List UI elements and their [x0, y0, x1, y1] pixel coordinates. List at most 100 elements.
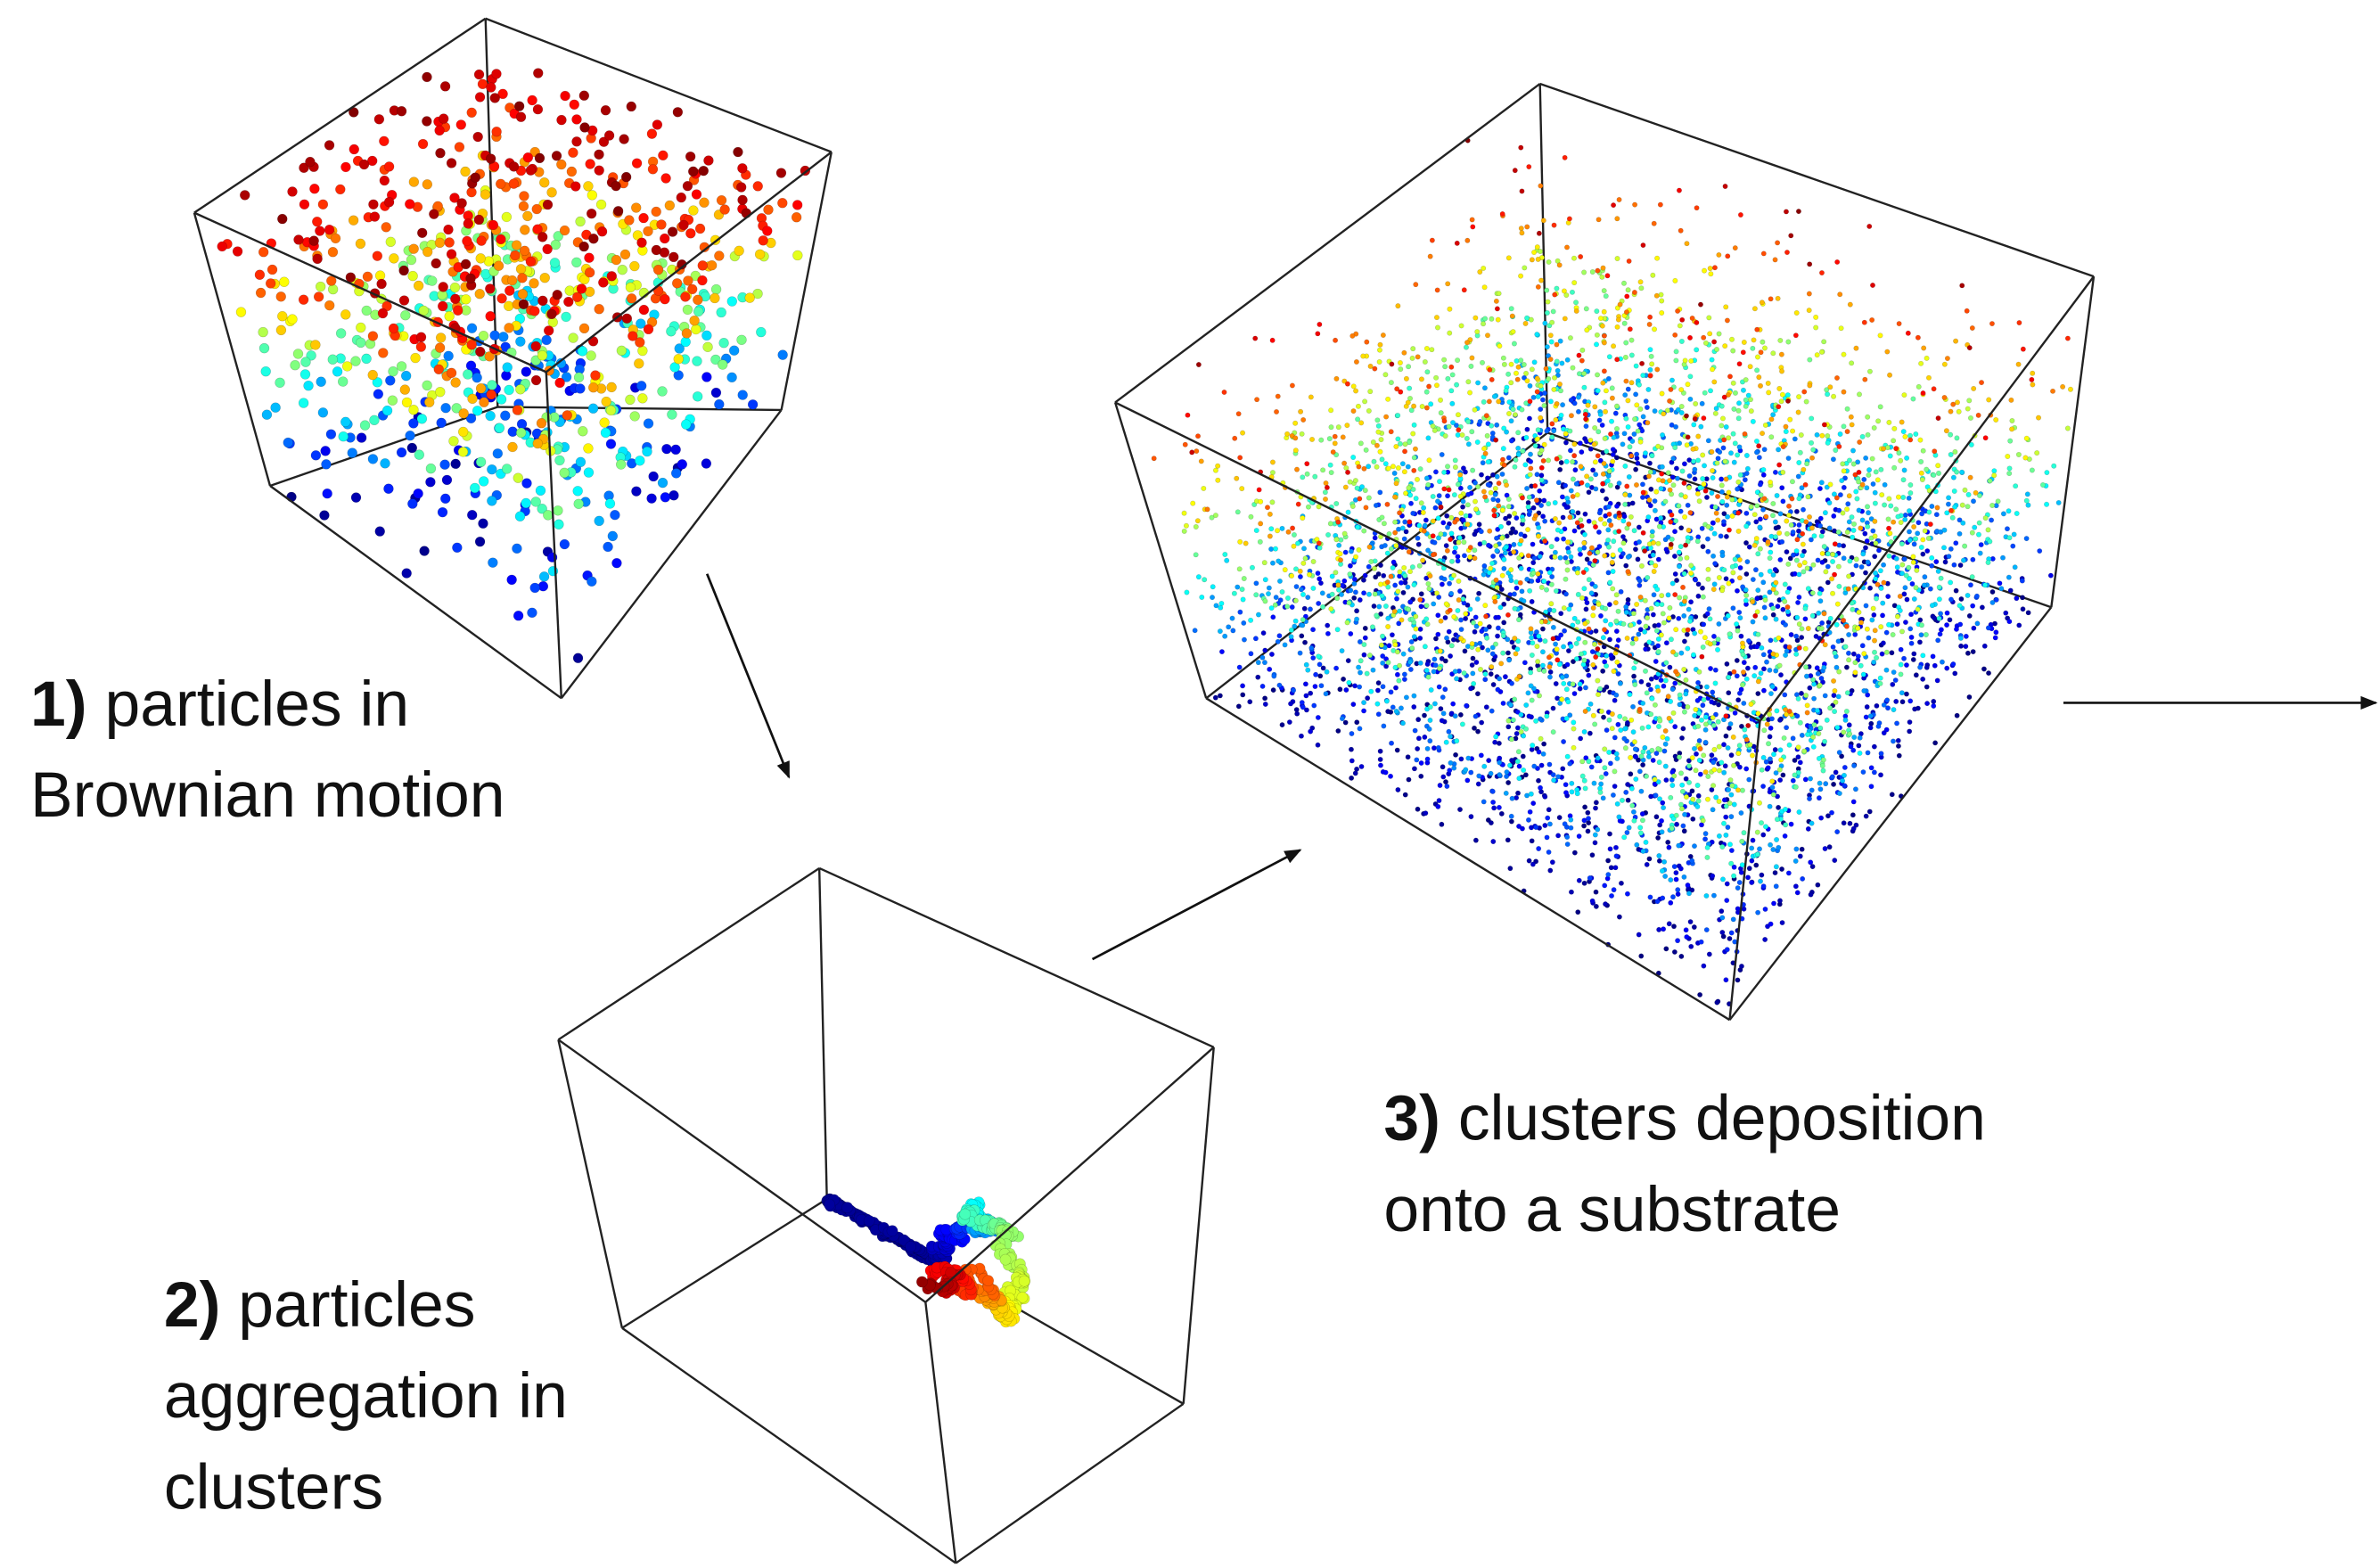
particle [1880, 601, 1884, 605]
particle [1464, 345, 1468, 349]
particle [1639, 954, 1644, 958]
particle [1283, 643, 1287, 647]
particle [1595, 308, 1599, 313]
particle [1538, 717, 1542, 721]
particle [1922, 583, 1926, 587]
particle [1764, 660, 1768, 664]
particle [1860, 434, 1865, 439]
particle [1513, 606, 1517, 611]
particle [1557, 661, 1562, 666]
particle [1262, 660, 1267, 664]
particle [1344, 687, 1349, 692]
particle [1579, 449, 1584, 454]
particle [389, 324, 398, 333]
particle [1436, 804, 1440, 809]
particle [649, 472, 659, 481]
particle [1412, 704, 1416, 709]
particle [1690, 858, 1694, 863]
particle [422, 247, 432, 257]
particle [1523, 702, 1528, 707]
particle [1808, 860, 1812, 865]
particle [487, 496, 496, 505]
particle [1693, 477, 1697, 481]
particle [1421, 505, 1425, 510]
particle [381, 458, 390, 468]
particle [1842, 765, 1847, 769]
particle [1843, 718, 1848, 722]
particle [1565, 357, 1570, 362]
particle [1729, 931, 1734, 935]
particle [1601, 796, 1605, 800]
particle [1679, 651, 1684, 655]
particle [1582, 532, 1587, 537]
particle [1888, 454, 1892, 458]
particle [1535, 472, 1539, 477]
particle [1670, 894, 1675, 899]
particle [1894, 721, 1899, 726]
particle [1655, 587, 1660, 591]
particle [1596, 530, 1601, 534]
particle [1516, 824, 1521, 828]
particle [1952, 488, 1957, 493]
particle [351, 493, 361, 503]
particle [1716, 702, 1720, 707]
particle [2024, 536, 2029, 540]
particle [1440, 656, 1444, 661]
particle [1719, 404, 1724, 408]
particle [1816, 611, 1820, 615]
particle [1915, 531, 1919, 536]
particle [560, 226, 570, 235]
particle [1770, 785, 1775, 790]
particle [1800, 733, 1804, 737]
particle [1456, 554, 1460, 559]
particle [1726, 787, 1730, 792]
particle [1710, 490, 1714, 495]
particle [621, 172, 631, 182]
particle [1453, 458, 1457, 463]
particle [1442, 577, 1447, 581]
particle [1349, 776, 1353, 780]
particle [1530, 800, 1535, 805]
particle [1587, 673, 1591, 677]
particle [1890, 651, 1894, 655]
particle [1523, 727, 1528, 731]
particle [1659, 486, 1663, 490]
particle [1288, 702, 1292, 706]
particle [1452, 550, 1456, 554]
particle [1582, 805, 1587, 809]
particle [537, 296, 547, 306]
particle [380, 176, 390, 185]
particle [1336, 728, 1341, 733]
particle [982, 1275, 993, 1285]
particle [1678, 866, 1683, 871]
particle [1873, 577, 1877, 581]
particle [1667, 922, 1671, 926]
particle [513, 473, 523, 483]
particle [1483, 671, 1488, 676]
particle [255, 270, 265, 280]
particle [1613, 845, 1618, 850]
particle [1671, 924, 1676, 928]
particle [1630, 439, 1635, 443]
particle [1604, 497, 1608, 501]
particle [1773, 747, 1777, 751]
particle [1507, 763, 1512, 768]
particle [468, 394, 478, 404]
particle [1458, 618, 1463, 622]
particle [1964, 634, 1968, 638]
particle [1836, 694, 1841, 699]
particle [1454, 382, 1458, 387]
particle [1571, 720, 1576, 725]
particle [2004, 611, 2008, 615]
particle [576, 217, 586, 226]
particle [323, 488, 332, 498]
particle [1817, 591, 1822, 595]
particle [1733, 557, 1737, 562]
particle [598, 277, 608, 287]
particle [1785, 392, 1790, 397]
particle [1577, 833, 1581, 838]
particle [562, 410, 572, 420]
particle [1825, 391, 1829, 396]
particle [1914, 673, 1918, 677]
particle [1313, 672, 1317, 677]
